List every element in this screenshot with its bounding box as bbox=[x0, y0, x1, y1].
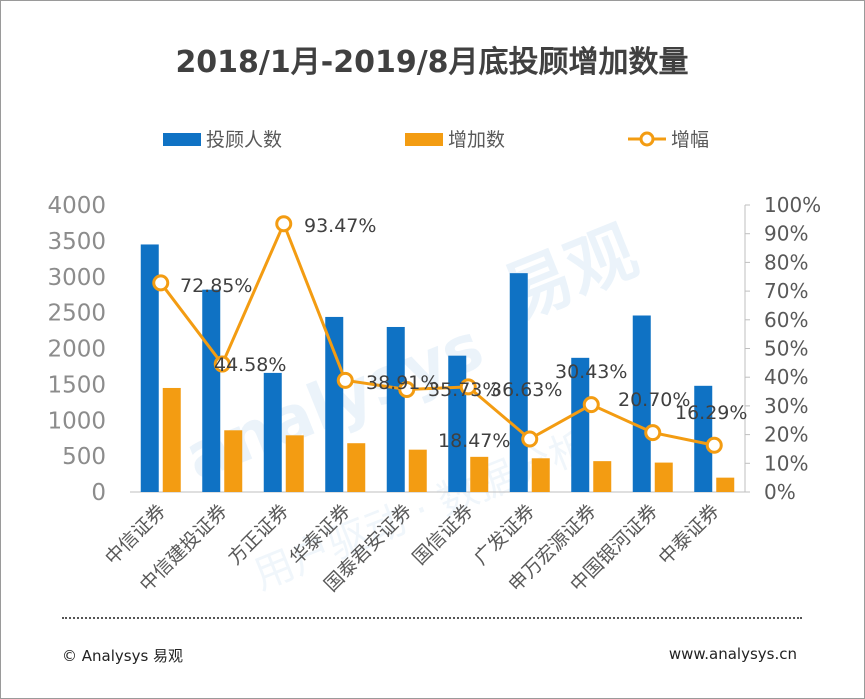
y-right-tick-label: 50% bbox=[764, 337, 808, 361]
footer-source: © Analysys 易观 bbox=[62, 647, 184, 665]
data-label-增幅: 35.73% bbox=[428, 379, 500, 401]
point-增幅-国泰君安证券 bbox=[398, 380, 416, 398]
line-增幅 bbox=[159, 219, 715, 447]
y-right-tick-label: 30% bbox=[764, 394, 808, 418]
bar-增加数-中信建投证券 bbox=[224, 430, 243, 492]
point-增幅-华泰证券 bbox=[336, 371, 354, 389]
point-增幅-中国银河证券 bbox=[644, 424, 662, 442]
legend-label-投顾人数: 投顾人数 bbox=[206, 129, 282, 151]
footer-divider bbox=[62, 617, 802, 619]
y-left-tick-label: 4000 bbox=[47, 193, 106, 219]
x-tick-label: 中泰证券 bbox=[654, 500, 723, 569]
legend-label-增幅: 增幅 bbox=[671, 129, 709, 151]
point-增幅-中信建投证券 bbox=[213, 355, 231, 373]
bar-增加数-广发证券 bbox=[531, 458, 550, 492]
y-left-tick-label: 1500 bbox=[47, 372, 106, 398]
data-label-增幅: 30.43% bbox=[555, 361, 627, 383]
y-left-tick-label: 500 bbox=[62, 444, 106, 470]
bar-增加数-中泰证券 bbox=[716, 477, 735, 492]
y-right-tick-label: 100% bbox=[764, 193, 821, 217]
bar-投顾人数-国信证券 bbox=[448, 355, 467, 492]
y-left-tick-label: 3500 bbox=[47, 229, 106, 255]
point-增幅-方正证券 bbox=[275, 215, 293, 233]
y-right-tick-label: 20% bbox=[764, 423, 808, 447]
y-left-tick-label: 2500 bbox=[47, 301, 106, 327]
y-right-tick-label: 0% bbox=[764, 480, 796, 504]
bar-投顾人数-华泰证券 bbox=[325, 316, 344, 492]
bar-投顾人数-中国银河证券 bbox=[632, 315, 651, 492]
data-label-增幅: 18.47% bbox=[438, 430, 510, 452]
chart-title: 2018/1月-2019/8月底投顾增加数量 bbox=[175, 45, 688, 80]
bar-投顾人数-方正证券 bbox=[263, 372, 282, 492]
data-label-增幅: 93.47% bbox=[304, 215, 376, 237]
y-right-tick-label: 70% bbox=[764, 279, 808, 303]
bar-投顾人数-国泰君安证券 bbox=[386, 326, 405, 492]
y-left-tick-label: 2000 bbox=[47, 337, 106, 363]
y-right-tick-label: 60% bbox=[764, 308, 808, 332]
bar-投顾人数-中信建投证券 bbox=[202, 289, 221, 492]
point-增幅-中信证券 bbox=[152, 274, 170, 292]
y-left-tick-label: 1000 bbox=[47, 408, 106, 434]
footer-website[interactable]: www.analysys.cn bbox=[668, 645, 797, 663]
legend-label-增加数: 增加数 bbox=[448, 129, 505, 151]
bar-增加数-华泰证券 bbox=[347, 443, 366, 492]
y-right-tick-label: 10% bbox=[764, 451, 808, 475]
bar-增加数-国泰君安证券 bbox=[408, 449, 427, 492]
legend-swatch-投顾人数 bbox=[163, 133, 201, 146]
y-left-tick-label: 0 bbox=[91, 480, 106, 506]
data-label-增幅: 72.85% bbox=[180, 275, 252, 297]
legend-marker-增幅 bbox=[639, 131, 655, 147]
data-label-增幅: 38.91% bbox=[366, 372, 438, 394]
y-right-tick-label: 80% bbox=[764, 250, 808, 274]
bar-增加数-方正证券 bbox=[285, 435, 304, 492]
bar-增加数-申万宏源证券 bbox=[593, 461, 612, 492]
bar-增加数-中国银河证券 bbox=[654, 462, 673, 492]
data-label-增幅: 16.29% bbox=[675, 402, 747, 424]
y-left-tick-label: 3000 bbox=[47, 265, 106, 291]
y-right-tick-label: 90% bbox=[764, 222, 808, 246]
bar-投顾人数-中信证券 bbox=[140, 244, 159, 492]
bar-投顾人数-中泰证券 bbox=[694, 385, 713, 492]
bar-投顾人数-申万宏源证券 bbox=[571, 357, 590, 492]
bar-增加数-国信证券 bbox=[470, 456, 489, 492]
point-增幅-申万宏源证券 bbox=[582, 396, 600, 414]
legend-swatch-增加数 bbox=[405, 133, 443, 146]
bar-增加数-中信证券 bbox=[162, 387, 181, 492]
data-label-增幅: 20.70% bbox=[618, 389, 690, 411]
point-增幅-中泰证券 bbox=[705, 436, 723, 454]
point-增幅-国信证券 bbox=[459, 378, 477, 396]
data-label-增幅: 36.63% bbox=[490, 379, 562, 401]
y-right-tick-label: 40% bbox=[764, 365, 808, 389]
data-label-增幅: 44.58% bbox=[214, 354, 286, 376]
point-增幅-广发证券 bbox=[521, 430, 539, 448]
